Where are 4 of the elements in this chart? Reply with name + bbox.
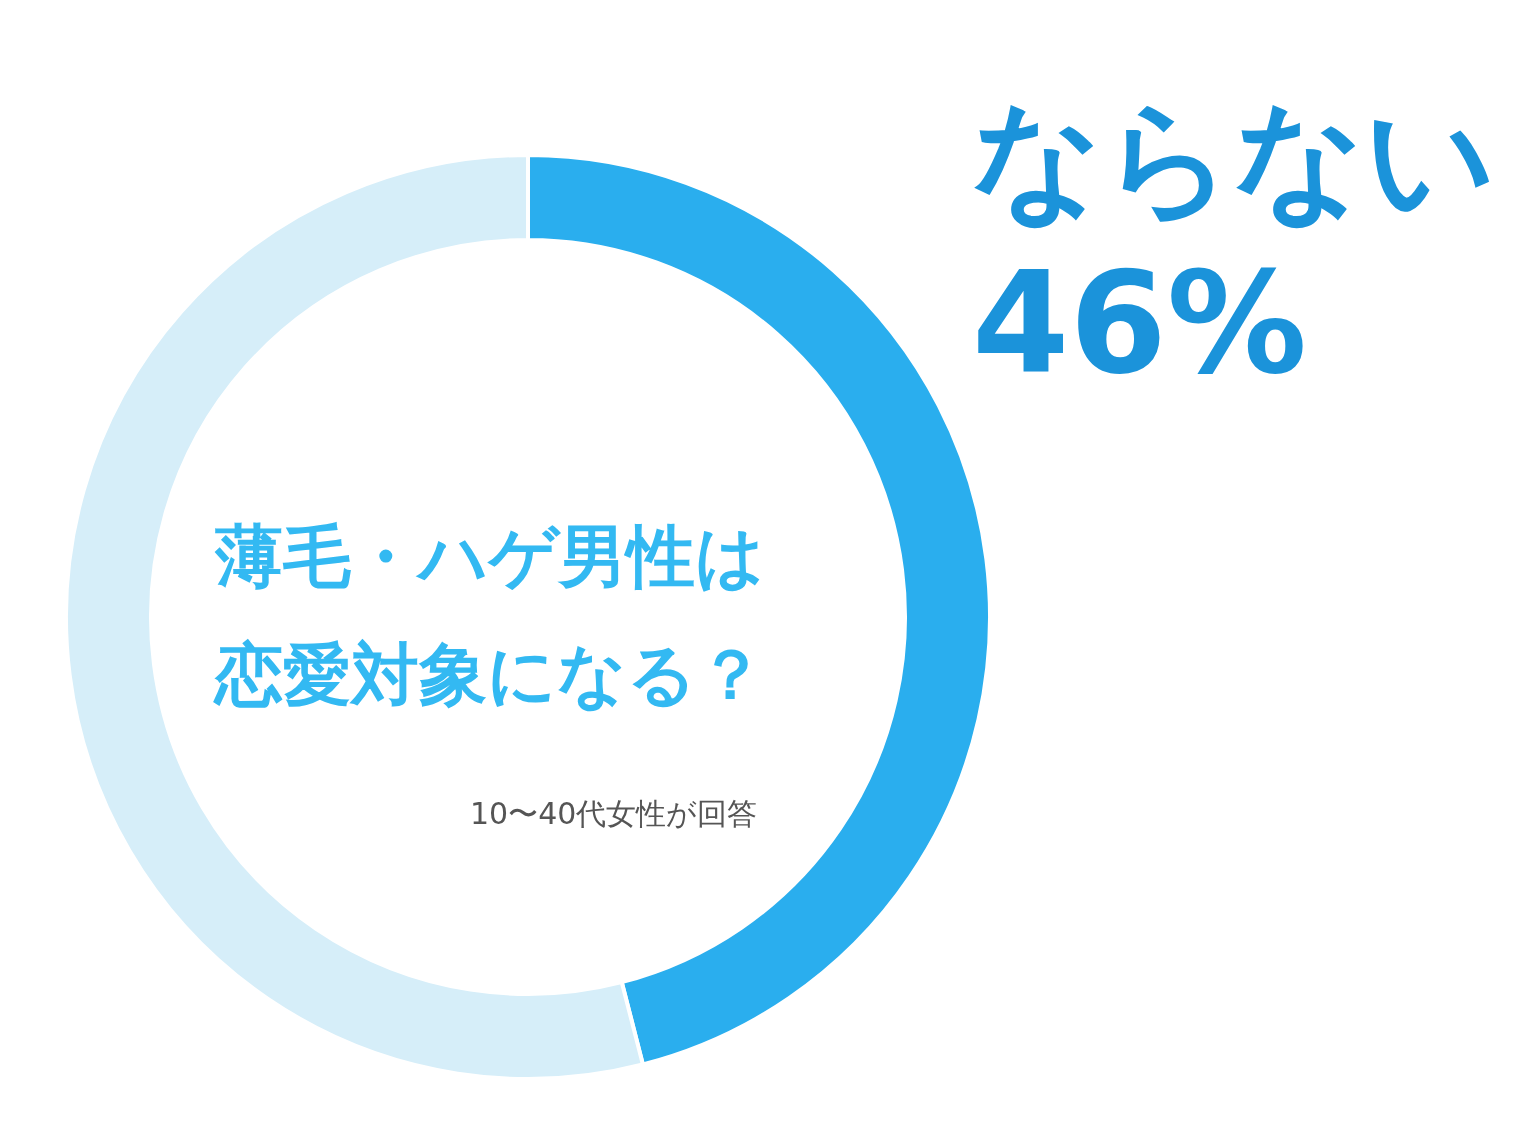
data-label: 46% — [972, 242, 1308, 405]
text: 薄毛・ハゲ男性は恋愛対象になる？ — [213, 517, 765, 714]
slice-label: ならない — [972, 84, 1496, 233]
text: 10〜40代女性が回答 — [470, 796, 758, 831]
